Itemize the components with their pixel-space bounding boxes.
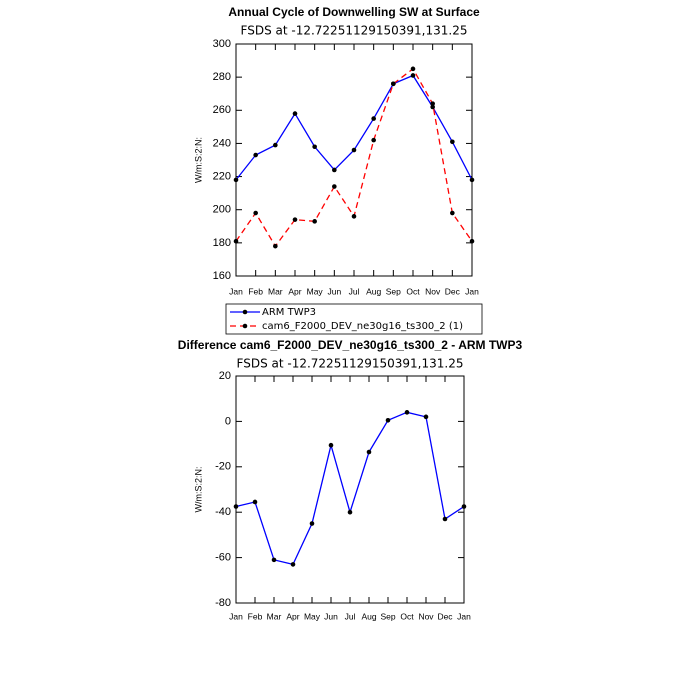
x-tick-label: Jun bbox=[327, 286, 341, 296]
x-tick-label: Nov bbox=[425, 286, 441, 296]
data-point bbox=[332, 167, 337, 173]
y-tick-label: -20 bbox=[215, 461, 231, 473]
x-tick-label: Jul bbox=[345, 611, 356, 621]
x-tick-label: Mar bbox=[267, 611, 282, 621]
y-tick-label: 220 bbox=[213, 170, 231, 182]
legend-marker bbox=[242, 309, 248, 315]
x-tick-label: Jan bbox=[465, 286, 479, 296]
y-tick-label: -60 bbox=[215, 552, 231, 564]
series-line bbox=[235, 74, 473, 181]
y-tick-label: 300 bbox=[213, 38, 231, 50]
y-tick-label: 240 bbox=[213, 137, 231, 149]
x-tick-label: Feb bbox=[248, 286, 263, 296]
data-point bbox=[273, 243, 278, 249]
data-point bbox=[309, 521, 315, 526]
data-point bbox=[423, 414, 429, 420]
data-point bbox=[410, 73, 416, 78]
data-point bbox=[233, 177, 239, 183]
data-point bbox=[253, 152, 258, 158]
data-point bbox=[391, 81, 396, 87]
y-tick-label: 160 bbox=[213, 270, 231, 282]
x-tick-label: Jun bbox=[324, 611, 338, 621]
data-point bbox=[312, 144, 317, 150]
x-tick-label: Nov bbox=[418, 611, 434, 621]
data-point bbox=[442, 516, 448, 522]
plot-frame bbox=[235, 375, 465, 604]
data-point bbox=[351, 214, 357, 219]
data-point bbox=[430, 104, 435, 110]
y-tick-label: 20 bbox=[219, 370, 231, 382]
chart-title: Difference cam6_F2000_DEV_ne30g16_ts300_… bbox=[178, 338, 523, 352]
data-point bbox=[271, 557, 277, 563]
series-line bbox=[235, 67, 473, 248]
data-point bbox=[410, 66, 416, 72]
plot-frame bbox=[235, 43, 473, 277]
chart-subtitle: FSDS at -12.72251129150391,131.25 bbox=[237, 357, 464, 371]
data-point bbox=[366, 449, 372, 455]
data-point bbox=[430, 101, 435, 106]
data-point bbox=[233, 504, 239, 509]
data-point bbox=[312, 219, 317, 224]
y-tick-label: 280 bbox=[213, 71, 231, 83]
x-tick-label: Feb bbox=[248, 611, 263, 621]
x-tick-label: Jul bbox=[349, 286, 360, 296]
x-tick-label: Apr bbox=[288, 286, 301, 296]
data-point bbox=[290, 562, 296, 567]
x-tick-label: Dec bbox=[445, 286, 461, 296]
x-tick-label: May bbox=[307, 286, 324, 296]
x-tick-label: Aug bbox=[366, 286, 381, 296]
data-point bbox=[328, 442, 334, 448]
data-point bbox=[469, 238, 475, 244]
x-tick-label: Jan bbox=[457, 611, 471, 621]
x-tick-label: Mar bbox=[268, 286, 283, 296]
chart-subtitle: FSDS at -12.72251129150391,131.25 bbox=[241, 24, 468, 38]
data-point bbox=[351, 147, 357, 153]
data-point bbox=[450, 210, 455, 216]
data-point bbox=[332, 184, 337, 189]
y-tick-label: 200 bbox=[213, 204, 231, 216]
data-point bbox=[461, 504, 467, 509]
y-axis-label: W/m:S:2:N: bbox=[193, 466, 203, 512]
data-point bbox=[469, 177, 475, 183]
x-tick-label: Sep bbox=[386, 286, 401, 296]
data-point bbox=[273, 142, 278, 148]
data-point bbox=[233, 238, 239, 244]
data-point bbox=[292, 111, 298, 116]
chart-title: Annual Cycle of Downwelling SW at Surfac… bbox=[228, 5, 480, 19]
data-point bbox=[371, 137, 376, 143]
y-tick-label: -40 bbox=[215, 506, 231, 518]
data-point bbox=[385, 417, 391, 423]
data-point bbox=[371, 116, 376, 121]
x-tick-label: Oct bbox=[406, 286, 420, 296]
data-point bbox=[253, 210, 258, 216]
y-tick-label: 260 bbox=[213, 104, 231, 116]
x-tick-label: Sep bbox=[380, 611, 395, 621]
x-tick-label: May bbox=[304, 611, 321, 621]
data-point bbox=[292, 217, 298, 222]
x-tick-label: Apr bbox=[286, 611, 299, 621]
legend-label: cam6_F2000_DEV_ne30g16_ts300_2 (1) bbox=[262, 321, 463, 332]
x-tick-label: Dec bbox=[437, 611, 453, 621]
data-point bbox=[404, 410, 410, 415]
legend-frame bbox=[225, 303, 483, 335]
x-tick-label: Aug bbox=[361, 611, 376, 621]
y-tick-label: 0 bbox=[225, 415, 231, 427]
y-axis-label: W/m:S:2:N: bbox=[193, 137, 203, 183]
x-tick-label: Jan bbox=[229, 286, 243, 296]
data-point bbox=[450, 139, 455, 145]
x-tick-label: Jan bbox=[229, 611, 243, 621]
series-line bbox=[235, 411, 465, 566]
legend-label: ARM TWP3 bbox=[262, 307, 316, 318]
data-point bbox=[252, 499, 258, 505]
data-point bbox=[347, 509, 353, 515]
y-tick-label: -80 bbox=[215, 597, 231, 609]
y-tick-label: 180 bbox=[213, 237, 231, 249]
legend-marker bbox=[242, 323, 248, 329]
x-tick-label: Oct bbox=[400, 611, 414, 621]
